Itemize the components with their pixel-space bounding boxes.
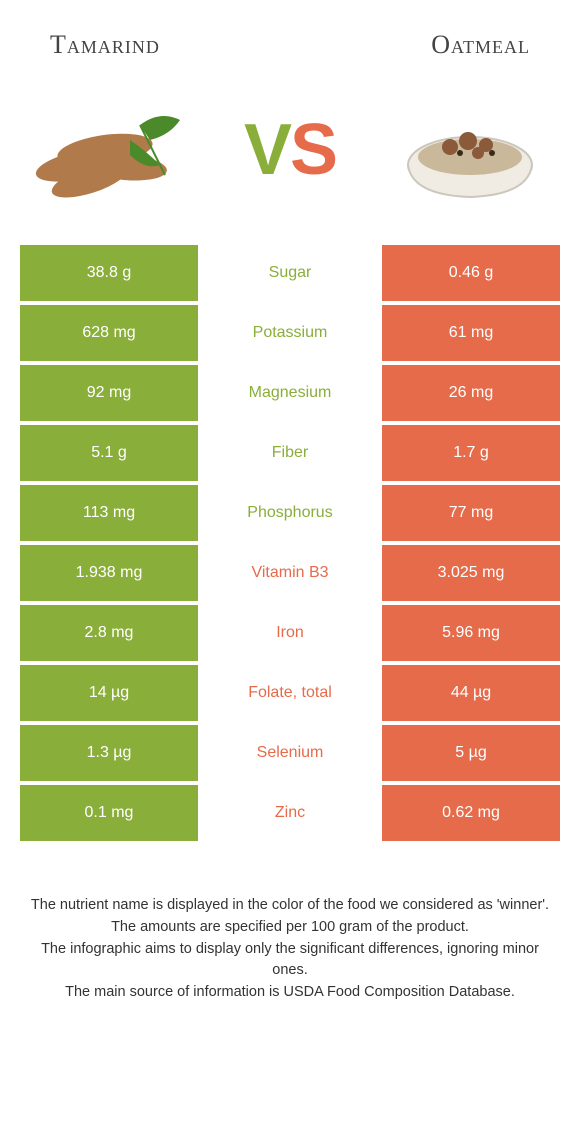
footer-notes: The nutrient name is displayed in the co… bbox=[0, 845, 580, 1004]
left-value: 0.1 mg bbox=[20, 785, 198, 841]
left-value: 5.1 g bbox=[20, 425, 198, 481]
right-value: 0.62 mg bbox=[382, 785, 560, 841]
table-row: 1.938 mgVitamin B33.025 mg bbox=[20, 545, 560, 601]
tamarind-image bbox=[30, 95, 190, 205]
left-value: 14 µg bbox=[20, 665, 198, 721]
nutrient-label: Fiber bbox=[198, 425, 382, 481]
right-value: 77 mg bbox=[382, 485, 560, 541]
right-value: 5.96 mg bbox=[382, 605, 560, 661]
oatmeal-image bbox=[390, 95, 550, 205]
left-value: 1.938 mg bbox=[20, 545, 198, 601]
table-row: 628 mgPotassium61 mg bbox=[20, 305, 560, 361]
table-row: 1.3 µgSelenium5 µg bbox=[20, 725, 560, 781]
right-value: 26 mg bbox=[382, 365, 560, 421]
images-row: VS bbox=[0, 75, 580, 245]
header: Tamarind Oatmeal bbox=[0, 0, 580, 75]
title-left: Tamarind bbox=[50, 30, 160, 60]
table-row: 113 mgPhosphorus77 mg bbox=[20, 485, 560, 541]
table-row: 92 mgMagnesium26 mg bbox=[20, 365, 560, 421]
title-right: Oatmeal bbox=[431, 30, 530, 60]
footer-line: The main source of information is USDA F… bbox=[30, 982, 550, 1004]
table-row: 14 µgFolate, total44 µg bbox=[20, 665, 560, 721]
right-value: 1.7 g bbox=[382, 425, 560, 481]
left-value: 1.3 µg bbox=[20, 725, 198, 781]
right-value: 44 µg bbox=[382, 665, 560, 721]
right-value: 3.025 mg bbox=[382, 545, 560, 601]
nutrient-label: Folate, total bbox=[198, 665, 382, 721]
nutrient-label: Selenium bbox=[198, 725, 382, 781]
vs-v: V bbox=[244, 110, 290, 190]
left-value: 2.8 mg bbox=[20, 605, 198, 661]
left-value: 628 mg bbox=[20, 305, 198, 361]
table-row: 38.8 gSugar0.46 g bbox=[20, 245, 560, 301]
comparison-table: 38.8 gSugar0.46 g628 mgPotassium61 mg92 … bbox=[0, 245, 580, 841]
right-value: 5 µg bbox=[382, 725, 560, 781]
left-value: 92 mg bbox=[20, 365, 198, 421]
nutrient-label: Potassium bbox=[198, 305, 382, 361]
table-row: 5.1 gFiber1.7 g bbox=[20, 425, 560, 481]
vs-label: VS bbox=[244, 109, 336, 191]
footer-line: The amounts are specified per 100 gram o… bbox=[30, 917, 550, 939]
nutrient-label: Magnesium bbox=[198, 365, 382, 421]
nutrient-label: Zinc bbox=[198, 785, 382, 841]
footer-line: The infographic aims to display only the… bbox=[30, 939, 550, 983]
nutrient-label: Iron bbox=[198, 605, 382, 661]
nutrient-label: Vitamin B3 bbox=[198, 545, 382, 601]
left-value: 113 mg bbox=[20, 485, 198, 541]
table-row: 0.1 mgZinc0.62 mg bbox=[20, 785, 560, 841]
left-value: 38.8 g bbox=[20, 245, 198, 301]
right-value: 0.46 g bbox=[382, 245, 560, 301]
nutrient-label: Phosphorus bbox=[198, 485, 382, 541]
table-row: 2.8 mgIron5.96 mg bbox=[20, 605, 560, 661]
vs-s: S bbox=[290, 110, 336, 190]
footer-line: The nutrient name is displayed in the co… bbox=[30, 895, 550, 917]
right-value: 61 mg bbox=[382, 305, 560, 361]
nutrient-label: Sugar bbox=[198, 245, 382, 301]
